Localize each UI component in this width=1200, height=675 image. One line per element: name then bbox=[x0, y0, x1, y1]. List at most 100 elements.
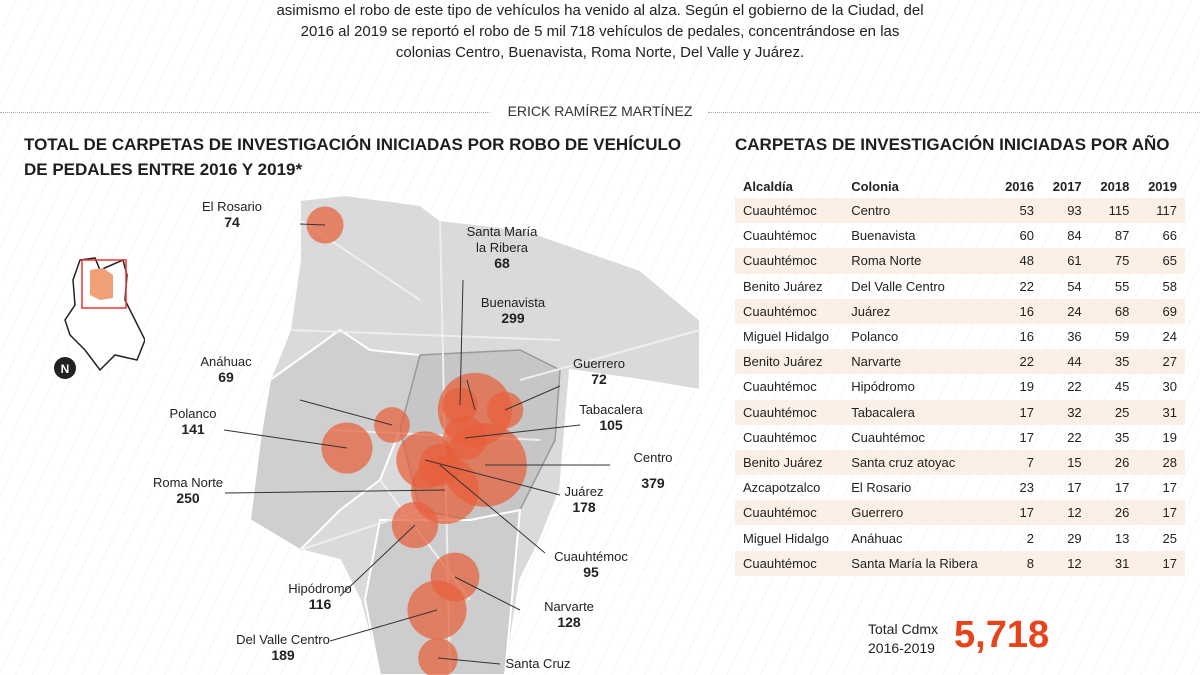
map-title-line: DE PEDALES ENTRE 2016 Y 2019* bbox=[24, 160, 303, 179]
table-row: Cuauhtémoc Roma Norte 48 61 75 65 bbox=[735, 248, 1185, 274]
map-title-line: TOTAL DE CARPETAS DE INVESTIGACIÓN INICI… bbox=[24, 135, 682, 154]
total-label-line: Total Cdmx bbox=[868, 621, 939, 637]
bubble-value: 178 bbox=[572, 499, 596, 515]
table-title: CARPETAS DE INVESTIGACIÓN INICIADAS POR … bbox=[735, 135, 1170, 154]
bubble-label: Centro bbox=[633, 450, 672, 465]
leader-line bbox=[329, 609, 438, 642]
bubble-value: 69 bbox=[218, 369, 234, 385]
column-header: Colonia bbox=[851, 178, 899, 194]
table-cell: Miguel Hidalgo bbox=[743, 530, 829, 546]
table-cell: 22 bbox=[1067, 379, 1082, 395]
bubble-value: 116 bbox=[309, 596, 332, 612]
table-cell: Tabacalera bbox=[843, 399, 995, 425]
table-cell: Narvarte bbox=[843, 349, 995, 375]
data-table: Alcaldía Colonia 2016 2017 2018 2019 Cuauhtém… bbox=[735, 174, 1185, 576]
bubble-value: 299 bbox=[501, 310, 525, 326]
leader-line bbox=[439, 464, 546, 554]
leader-line bbox=[339, 524, 416, 597]
table-cell: 59 bbox=[1114, 329, 1130, 345]
leader-line bbox=[299, 223, 326, 226]
table-cell: 32 bbox=[1042, 399, 1090, 425]
table-cell: 17 bbox=[1137, 550, 1185, 576]
table-cell: 22 bbox=[1067, 429, 1082, 445]
table-cell: 53 bbox=[994, 198, 1042, 224]
table-cell: Cuauhtémoc bbox=[735, 298, 844, 324]
total-label: Total Cdmx 2016-2019 bbox=[868, 620, 938, 658]
bubble-value: 128 bbox=[557, 614, 581, 630]
table-cell: 15 bbox=[1042, 449, 1090, 476]
table-cell: 25 bbox=[1089, 399, 1138, 425]
table-cell: 54 bbox=[1067, 278, 1082, 294]
table-row: Cuauhtémoc Cuauhtémoc 17 22 35 19 bbox=[735, 425, 1185, 450]
table-cell: 44 bbox=[1042, 349, 1090, 375]
intro-line: asimismo el robo de este tipo de vehícul… bbox=[276, 2, 924, 19]
table-cell: 26 bbox=[1089, 449, 1138, 476]
bubble-label: Roma Norte bbox=[153, 475, 223, 490]
leader-line bbox=[299, 399, 393, 426]
table-cell: 69 bbox=[1137, 298, 1185, 324]
table-cell: 35 bbox=[1114, 429, 1130, 445]
cdmx-outline bbox=[64, 257, 145, 372]
bubble-value: 189 bbox=[271, 647, 295, 663]
table-cell: Cuauhtémoc bbox=[735, 500, 844, 526]
table-cell: 115 bbox=[1089, 198, 1138, 224]
table-cell: 66 bbox=[1162, 228, 1177, 244]
column-header: Alcaldía bbox=[743, 178, 793, 194]
table-cell: 58 bbox=[1162, 278, 1177, 294]
table-cell: 93 bbox=[1042, 198, 1090, 224]
table-cell: 17 bbox=[994, 500, 1042, 526]
intro-line: colonias Centro, Buenavista, Roma Norte,… bbox=[395, 44, 805, 61]
table-cell: 84 bbox=[1067, 228, 1082, 244]
table-cell: 48 bbox=[994, 248, 1042, 274]
intro-text: asimismo el robo de este tipo de vehícul… bbox=[0, 0, 1200, 63]
table-cell: Centro bbox=[843, 198, 995, 224]
divider bbox=[708, 112, 1200, 113]
table-row: Cuauhtémoc Centro 53 93 115 117 bbox=[735, 198, 1185, 224]
table-row: Cuauhtémoc Buenavista 60 84 87 66 bbox=[735, 223, 1185, 248]
table-cell: 31 bbox=[1137, 399, 1185, 425]
column-header: 2018 bbox=[1100, 178, 1130, 194]
table-cell: Benito Juárez bbox=[743, 278, 823, 294]
table-row: Cuauhtémoc Hipódromo 19 22 45 30 bbox=[735, 374, 1185, 399]
table-cell: Anáhuac bbox=[851, 530, 903, 546]
table-cell: Santa María la Ribera bbox=[843, 550, 995, 576]
bubble-label: Guerrero bbox=[573, 356, 625, 371]
bubble-label: Polanco bbox=[170, 406, 217, 421]
leader-line bbox=[466, 379, 476, 411]
table-cell: Cuauhtémoc bbox=[743, 228, 817, 244]
table-cell: 24 bbox=[1042, 298, 1090, 324]
total-value: 5,718 bbox=[954, 614, 1050, 656]
table-cell: 8 bbox=[994, 550, 1042, 576]
table-cell: 19 bbox=[1162, 429, 1177, 445]
table-cell: Cuauhtémoc bbox=[735, 550, 844, 576]
leader-line bbox=[424, 459, 561, 496]
bubble-value: 250 bbox=[176, 490, 200, 506]
table-cell: 17 bbox=[1137, 500, 1185, 526]
compass-label: N bbox=[61, 362, 70, 376]
table-cell: Buenavista bbox=[851, 228, 916, 244]
table-row: Cuauhtémoc Guerrero 17 12 26 17 bbox=[735, 500, 1185, 526]
table-cell: 17 bbox=[994, 399, 1042, 425]
bubble-value: 74 bbox=[224, 214, 240, 230]
table-cell: 87 bbox=[1114, 228, 1130, 244]
leader-line bbox=[459, 279, 464, 406]
leader-line bbox=[454, 576, 521, 611]
table-row: Miguel Hidalgo Polanco 16 36 59 24 bbox=[735, 324, 1185, 349]
bubble-label: Tabacalera bbox=[579, 402, 643, 417]
table-row: Cuauhtémoc Santa María la Ribera 8 12 31 17 bbox=[735, 550, 1185, 576]
map-title: TOTAL DE CARPETAS DE INVESTIGACIÓN INICI… bbox=[24, 132, 681, 182]
total-label-line: 2016-2019 bbox=[868, 640, 935, 656]
bubble-value: 105 bbox=[599, 417, 623, 433]
table-cell: 13 bbox=[1114, 530, 1130, 546]
table-cell: 22 bbox=[1019, 278, 1034, 294]
column-header: 2016 bbox=[1005, 178, 1034, 194]
leader-line bbox=[223, 429, 348, 449]
table-cell: 7 bbox=[994, 449, 1042, 476]
table-cell: 19 bbox=[1019, 379, 1034, 395]
table-cell: 27 bbox=[1137, 349, 1185, 375]
compass-icon bbox=[54, 357, 76, 379]
table-cell: Hipódromo bbox=[851, 379, 915, 395]
table-cell: Cuauhtémoc bbox=[735, 248, 844, 274]
bubble-label: Santa María bbox=[467, 224, 539, 239]
